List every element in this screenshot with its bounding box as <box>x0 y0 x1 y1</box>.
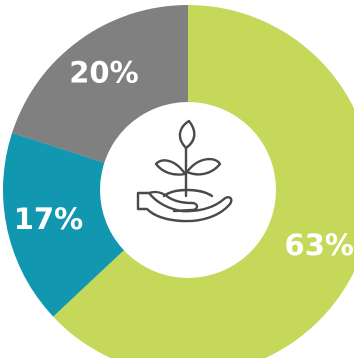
hand-holding-plant-icon <box>136 119 233 223</box>
slice-label-0: 63% <box>285 228 354 262</box>
slice-labels: 63% 17% 20% <box>14 55 354 261</box>
slice-label-1: 17% <box>14 202 83 236</box>
slice-label-2: 20% <box>69 55 138 89</box>
